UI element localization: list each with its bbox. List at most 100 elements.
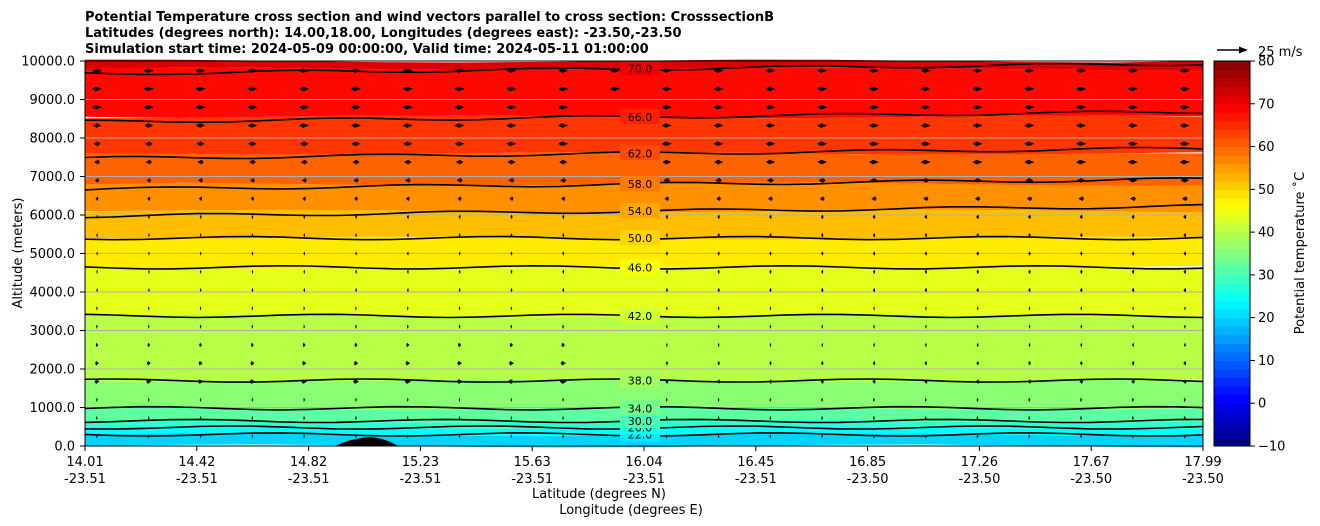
- wind-vector-arrow: [767, 196, 773, 201]
- colorbar-band: [1214, 266, 1250, 276]
- wind-vector-arrow: [924, 214, 928, 220]
- wind-vector-arrow: [148, 287, 150, 293]
- contour-label: 30.0: [628, 415, 653, 428]
- colorbar-band: [1214, 257, 1250, 267]
- wind-vector-arrow: [199, 269, 202, 275]
- wind-vector-arrow: [663, 178, 671, 183]
- contour-label-background: [620, 307, 660, 323]
- wind-vector-arrow: [148, 324, 150, 329]
- colorbar-band: [1214, 103, 1250, 113]
- wind-vector-arrow: [664, 196, 670, 201]
- wind-vector-arrow: [457, 342, 462, 348]
- contour-label: 38.0: [628, 375, 653, 388]
- wind-vector-arrow: [972, 141, 983, 147]
- wind-vector-arrow: [769, 269, 772, 275]
- x-tick-label-longitude: -23.50: [958, 472, 1000, 487]
- colorbar-band: [1214, 240, 1250, 250]
- wind-vector-arrow: [769, 360, 772, 366]
- wind-vector-arrow: [560, 360, 566, 366]
- wind-vector-arrow: [717, 306, 720, 311]
- wind-vector-arrow: [403, 141, 413, 147]
- colorbar-band: [1214, 155, 1250, 165]
- wind-vector-arrow: [558, 68, 569, 73]
- y-tick-label: 8000.0: [30, 132, 76, 147]
- wind-vector-arrow: [404, 159, 412, 165]
- colorbar-band: [1214, 334, 1250, 344]
- wind-vector-arrow: [355, 232, 357, 238]
- wind-vector-arrow: [251, 269, 254, 275]
- wind-vector-arrow: [251, 397, 254, 403]
- colorbar-band: [1214, 61, 1250, 71]
- wind-vector-arrow: [251, 415, 254, 421]
- wind-vector-arrow: [821, 251, 824, 256]
- wind-vector-arrow: [665, 269, 668, 275]
- x-tick-label-latitude: 17.26: [961, 455, 998, 470]
- contour-label-background: [620, 145, 660, 161]
- x-tick-label-latitude: 16.04: [625, 455, 662, 470]
- wind-vector-arrow: [661, 123, 672, 128]
- wind-vector-arrow: [818, 178, 826, 183]
- colorbar-band: [1214, 180, 1250, 190]
- wind-vector-arrow: [871, 196, 877, 201]
- wind-vector-arrow: [976, 269, 979, 275]
- wind-vector-arrow: [872, 232, 876, 238]
- wind-vector-arrow: [250, 342, 254, 348]
- wind-vector-arrow: [94, 379, 100, 384]
- vector-key: 25 m/s: [1217, 45, 1303, 60]
- wind-vector-arrow: [924, 287, 928, 293]
- wind-vector-arrow: [506, 86, 517, 92]
- wind-vector-arrow: [199, 214, 202, 220]
- wind-vector-arrow: [561, 196, 566, 201]
- wind-vector-arrow: [717, 251, 720, 256]
- wind-vector-arrow: [92, 68, 102, 73]
- wind-vector-arrow: [1024, 104, 1035, 110]
- wind-vector-arrow: [1184, 324, 1186, 329]
- wind-vector-arrow: [1079, 214, 1083, 220]
- wind-vector-arrow: [195, 123, 206, 128]
- wind-vector-arrow: [299, 86, 310, 92]
- x-tick-label-longitude: -23.51: [623, 472, 665, 487]
- wind-vector-arrow: [96, 397, 98, 403]
- wind-vector-arrow: [976, 360, 979, 366]
- wind-vector-arrow: [562, 397, 564, 403]
- wind-vector-arrow: [717, 214, 720, 220]
- wind-vector-arrow: [148, 269, 150, 275]
- wind-vector-arrow: [1028, 324, 1031, 329]
- wind-vector-arrow: [406, 214, 409, 220]
- x-tick-label-longitude: -23.51: [176, 472, 218, 487]
- x-tick-label-longitude: -23.50: [1182, 472, 1224, 487]
- wind-vector-arrow: [1080, 397, 1083, 403]
- wind-vector-arrow: [248, 141, 257, 147]
- wind-vector-arrow: [454, 104, 465, 110]
- colorbar-band: [1214, 292, 1250, 302]
- wind-vector-arrow: [406, 269, 409, 275]
- wind-vector-arrow: [1028, 306, 1031, 311]
- contour-label-background: [620, 108, 660, 124]
- wind-vector-arrow: [869, 68, 879, 73]
- colorbar-tick-label: 0: [1258, 397, 1266, 412]
- wind-vector-arrow: [1131, 214, 1135, 220]
- wind-vector-arrow: [1131, 415, 1135, 421]
- contour-label: 62.0: [628, 147, 653, 160]
- wind-vector-arrow: [457, 360, 463, 366]
- contour-label-background: [620, 203, 660, 219]
- wind-vector-arrow: [249, 178, 255, 183]
- colorbar-band: [1214, 437, 1250, 447]
- x-tick-label-longitude: -23.51: [288, 472, 330, 487]
- wind-vector-arrow: [817, 68, 828, 73]
- wind-vector-arrow: [303, 434, 305, 439]
- wind-vector-arrow: [976, 214, 980, 220]
- wind-vector-arrow: [1028, 360, 1031, 366]
- wind-vector-arrow: [972, 86, 983, 92]
- wind-vector-arrow: [1179, 159, 1190, 165]
- wind-vector-arrow: [302, 360, 307, 366]
- wind-vector-arrow: [250, 360, 255, 366]
- wind-vector-arrow: [353, 379, 359, 384]
- colorbar-frame: [1213, 60, 1251, 447]
- wind-vector-arrow: [972, 159, 983, 165]
- y-tick-label: 1000.0: [30, 401, 76, 416]
- wind-vector-arrow: [713, 141, 724, 147]
- wind-vector-arrow: [920, 68, 931, 73]
- wind-vector-arrow: [355, 269, 357, 275]
- wind-vector-arrow: [458, 232, 461, 238]
